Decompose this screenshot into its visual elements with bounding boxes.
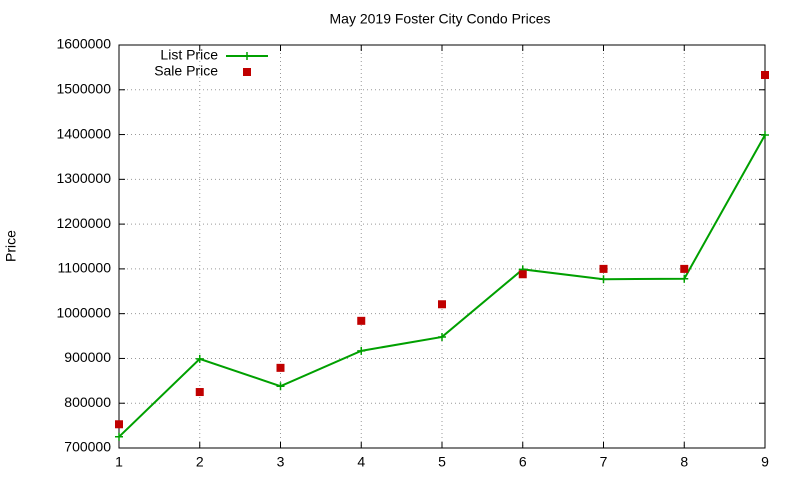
y-tick-label: 800000 [64,394,111,410]
legend-marker [243,52,251,60]
point [115,420,123,429]
point [276,363,285,372]
point [195,388,204,397]
point [680,274,689,283]
legend-marker [243,68,251,76]
x-tick-label: 5 [438,454,446,470]
x-tick-label: 6 [519,454,527,470]
y-tick-label: 700000 [64,439,111,455]
point [276,382,285,391]
point [195,354,204,363]
point [599,264,608,273]
plot-frame [118,44,766,449]
legend-label: Sale Price [154,63,218,79]
point [518,270,527,279]
x-tick-label: 1 [115,454,123,470]
legend-label: List Price [160,47,218,63]
x-tick-label: 4 [357,454,365,470]
point [599,275,608,284]
x-tick-label: 2 [196,454,204,470]
point [761,71,769,80]
y-tick-label: 1200000 [56,215,111,231]
y-tick-label: 1000000 [56,304,111,320]
y-tick-label: 1400000 [56,125,111,141]
point [438,332,446,341]
chart-title: May 2019 Foster City Condo Prices [330,11,551,27]
x-tick-label: 8 [680,454,688,470]
point [357,346,366,355]
y-tick-label: 1500000 [56,80,111,96]
point [115,432,123,441]
y-tick-label: 1100000 [58,260,112,276]
point [761,131,769,140]
x-tick-label: 3 [277,454,285,470]
x-tick-label: 9 [761,454,769,470]
y-tick-label: 900000 [64,349,111,365]
point [680,264,689,273]
y-tick-label: 1600000 [56,36,111,52]
point [438,300,446,309]
point [357,316,366,325]
y-axis-label: Price [3,230,19,262]
x-tick-label: 7 [600,454,608,470]
y-tick-label: 1300000 [56,170,111,186]
